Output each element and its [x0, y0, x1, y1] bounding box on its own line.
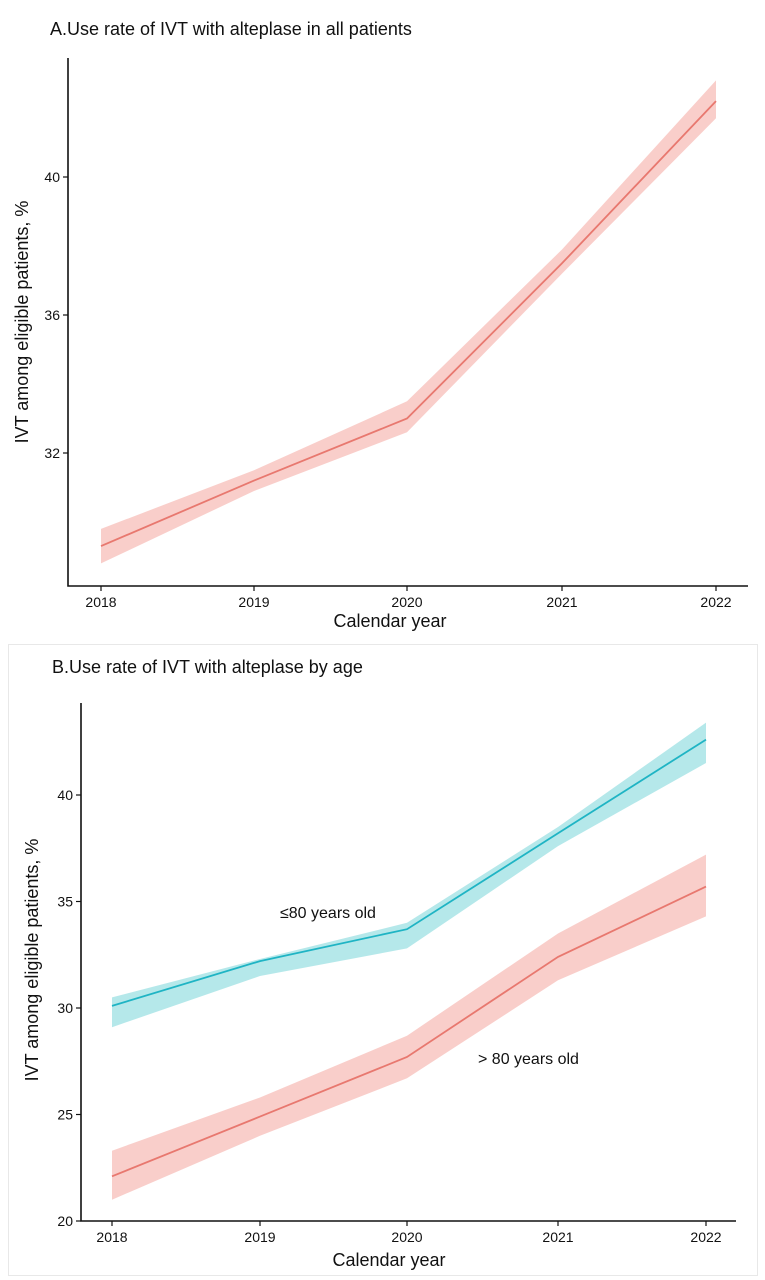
- panel-a-bands: [101, 80, 716, 564]
- panel-b-x-tick-label: 2018: [96, 1229, 127, 1245]
- panel-a-x-tick-label: 2019: [238, 594, 269, 610]
- panel-b-x-ticks: 2018 2019 2020 2021 2022: [96, 1221, 722, 1245]
- panel-a-x-axis-label: Calendar year: [333, 611, 446, 631]
- panel-a-y-tick-label: 36: [44, 307, 60, 323]
- panel-a-x-ticks: 2018 2019 2020 2021 2022: [85, 586, 732, 610]
- panel-a-y-tick-label: 32: [44, 445, 60, 461]
- panel-b-chart: B.Use rate of IVT with alteplase by age …: [22, 657, 736, 1270]
- panel-b-y-tick-label: 30: [57, 1000, 73, 1016]
- panel-b-series-0-ci-band: [112, 722, 706, 1028]
- panel-b-title: B.Use rate of IVT with alteplase by age: [52, 657, 363, 677]
- panel-b-y-tick-label: 25: [57, 1107, 73, 1123]
- series-label-over-80: > 80 years old: [478, 1051, 579, 1068]
- panel-a-series-0-line: [100, 100, 717, 547]
- panel-a-series-0-ci-band: [101, 80, 716, 564]
- panel-a-x-tick-label: 2020: [391, 594, 422, 610]
- panel-a-x-tick-label: 2022: [700, 594, 731, 610]
- panel-b-x-axis-label: Calendar year: [332, 1250, 445, 1270]
- panel-a-axes: [67, 58, 748, 587]
- panel-a-title: A.Use rate of IVT with alteplase in all …: [50, 19, 412, 39]
- panel-b-y-ticks: 20 25 30 35 40: [57, 787, 81, 1229]
- panel-b-frame: [8, 644, 758, 1276]
- panel-b-series-1-ci-band: [112, 854, 706, 1200]
- panel-a-lines: [100, 100, 717, 547]
- panel-b-y-tick-label: 35: [57, 894, 73, 910]
- panel-a-x-tick-label: 2018: [85, 594, 116, 610]
- panel-a-y-axis-label: IVT among eligible patients, %: [12, 201, 32, 444]
- panel-a-y-ticks: 32 36 40: [44, 169, 68, 461]
- panel-b-y-tick-label: 40: [57, 787, 73, 803]
- panel-a-chart: A.Use rate of IVT with alteplase in all …: [12, 19, 748, 631]
- panel-b-x-tick-label: 2022: [690, 1229, 721, 1245]
- panel-b-x-tick-label: 2020: [391, 1229, 422, 1245]
- panel-a-y-tick-label: 40: [44, 169, 60, 185]
- panel-b-series-0-line: [111, 738, 707, 1007]
- panel-b-y-tick-label: 20: [57, 1213, 73, 1229]
- panel-b-x-tick-label: 2019: [244, 1229, 275, 1245]
- panel-b-x-tick-label: 2021: [542, 1229, 573, 1245]
- panel-b-y-axis-label: IVT among eligible patients, %: [22, 839, 42, 1082]
- panel-a-x-tick-label: 2021: [546, 594, 577, 610]
- panel-b-series-1-line: [111, 885, 707, 1178]
- series-label-under-80: ≤80 years old: [280, 905, 376, 922]
- panel-b-lines: [111, 738, 707, 1178]
- panel-b-bands: [112, 722, 706, 1200]
